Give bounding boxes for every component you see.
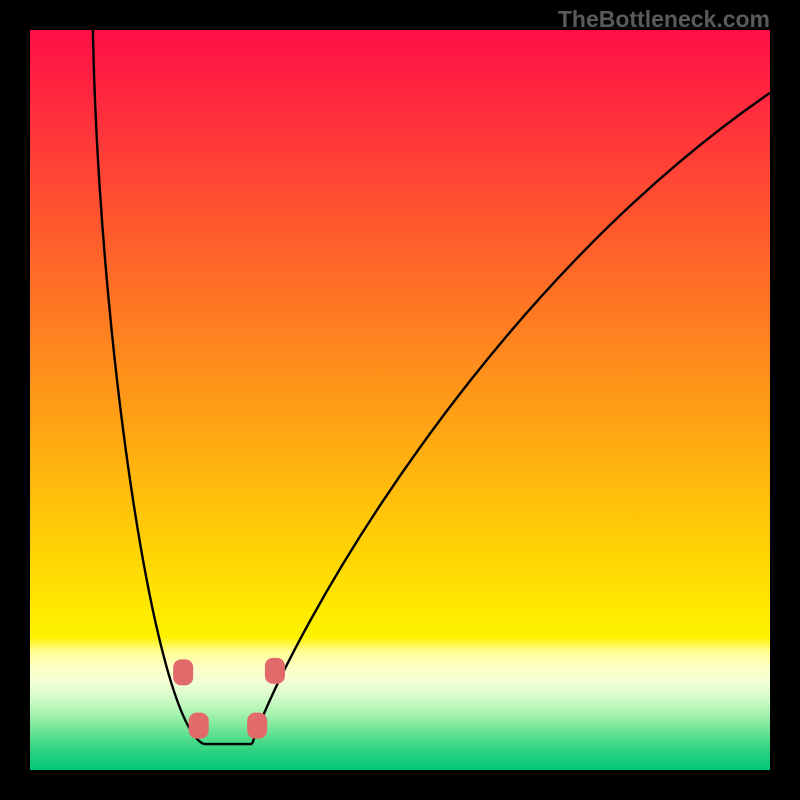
marker-point xyxy=(247,713,267,739)
marker-point xyxy=(265,658,285,684)
marker-point xyxy=(189,713,209,739)
marker-point xyxy=(173,659,193,685)
gradient-background xyxy=(30,30,770,770)
plot-area xyxy=(30,30,770,770)
watermark-text: TheBottleneck.com xyxy=(558,6,770,33)
chart-svg xyxy=(30,30,770,770)
